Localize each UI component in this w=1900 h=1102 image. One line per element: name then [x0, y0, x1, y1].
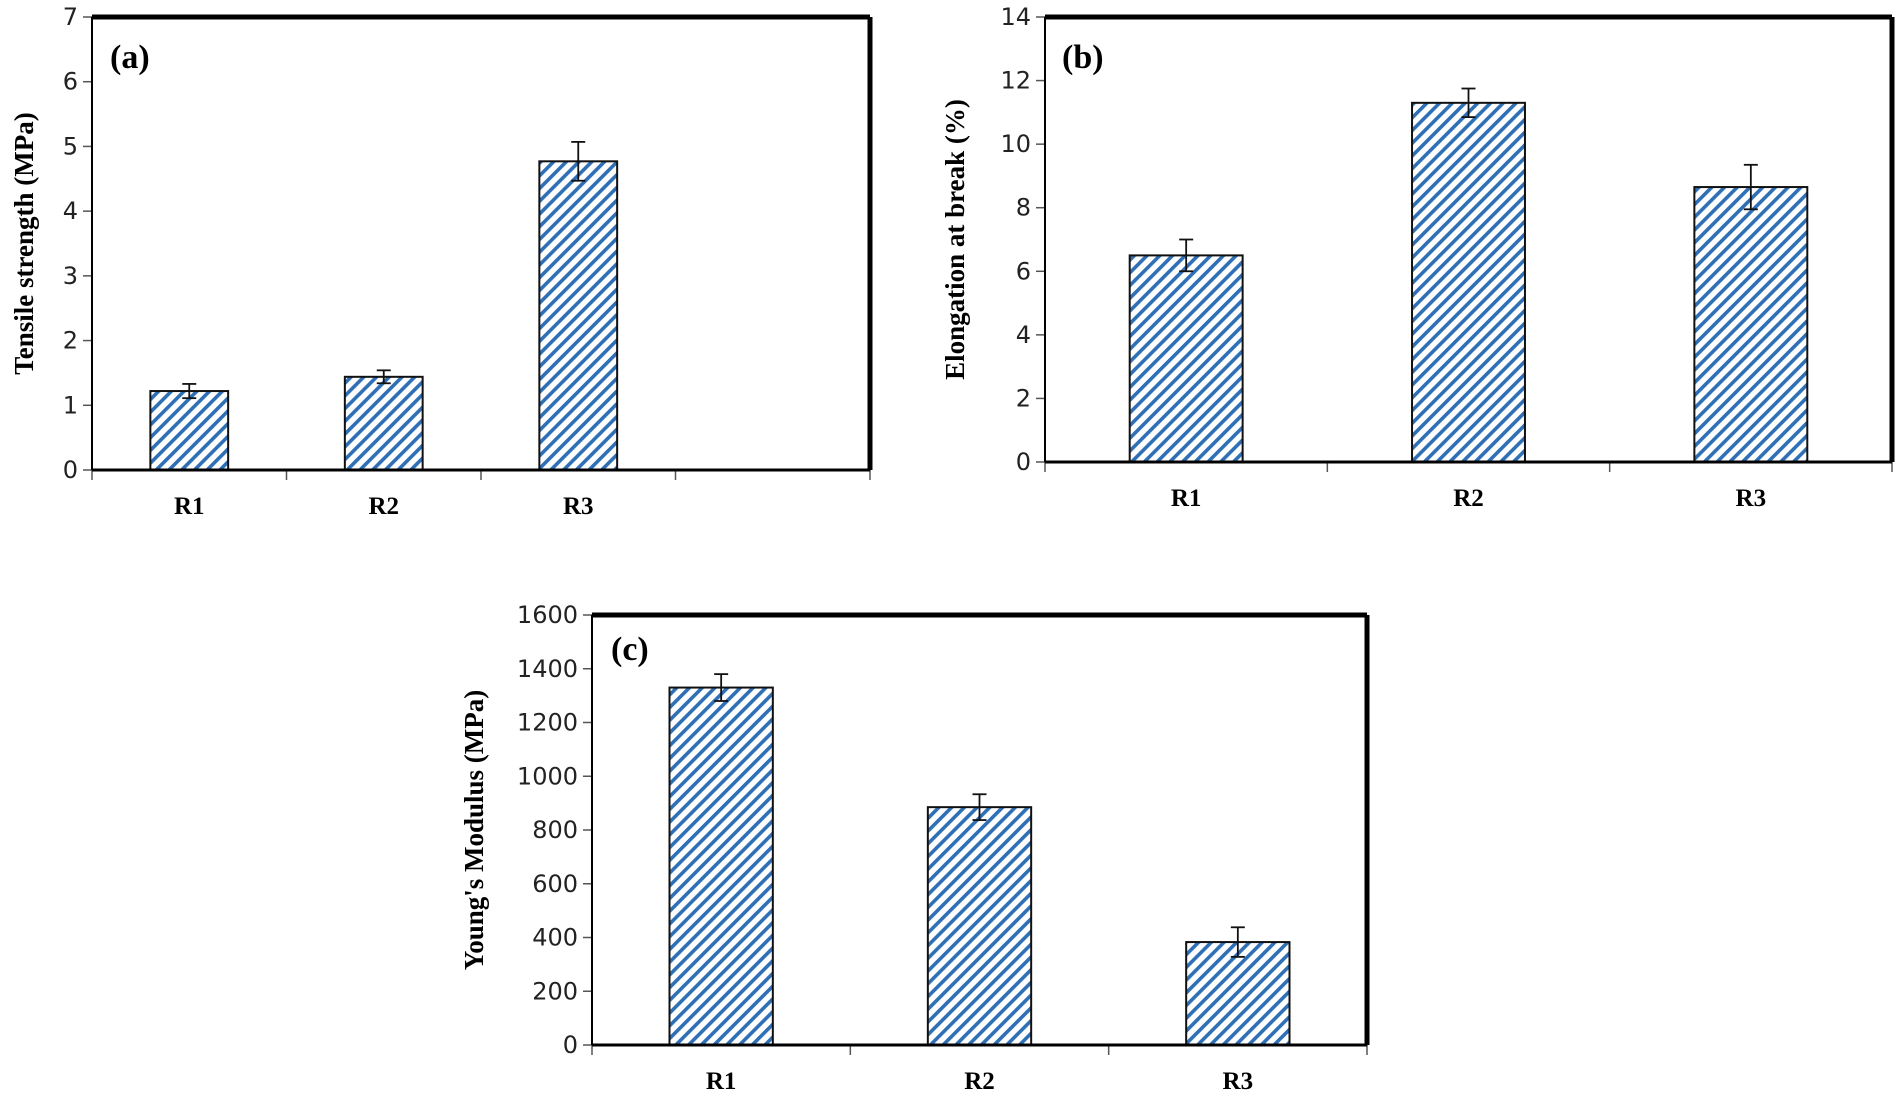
- y-tick-label: 6: [1016, 257, 1031, 285]
- y-tick-label: 10: [1000, 130, 1031, 158]
- x-category-label: R2: [1453, 485, 1484, 512]
- chart-marks: 0 2 4 6 8 10 12 14 R1 R2 R3: [1000, 3, 1895, 512]
- y-tick-label: 0: [63, 456, 78, 484]
- y-tick-label: 600: [532, 870, 578, 898]
- y-tick-label: 4: [1016, 321, 1031, 349]
- bar-r3: [1693, 186, 1809, 464]
- y-tick-label: 4: [63, 197, 78, 225]
- chart-panel-c: (c) Young's Modulus (MPa) 0 200 400 600 800 1…: [459, 601, 1370, 1095]
- y-tick-label: 0: [1016, 448, 1031, 476]
- chart-marks: 0 1 2 3 4 5 6 7 R1 R2 R3: [63, 3, 873, 520]
- bar-r1: [1128, 254, 1244, 463]
- y-tick-label: 400: [532, 924, 578, 952]
- bar-r2: [926, 806, 1033, 1046]
- chart-marks: 0 200 400 600 800 1000 1200 1400 1600 R1 R2 R3: [517, 601, 1370, 1095]
- bar-r3: [1185, 941, 1291, 1046]
- bar-r1: [668, 686, 774, 1046]
- chart-panel-a: (a) Tensile strength (MPa) 0 1 2 3 4 5 6 7 R1 R2 R…: [9, 3, 873, 520]
- y-tick-label: 1000: [517, 762, 578, 790]
- y-tick-label: 800: [532, 816, 578, 844]
- y-tick-label: 1400: [517, 655, 578, 683]
- bar-r1: [149, 390, 230, 472]
- y-axis-title: Tensile strength (MPa): [9, 112, 39, 375]
- x-category-label: R3: [563, 493, 594, 520]
- y-tick-label: 8: [1016, 194, 1031, 222]
- y-tick-label: 1: [63, 391, 78, 419]
- bar-r2: [1411, 101, 1526, 463]
- bar-r2: [343, 375, 424, 471]
- y-tick-label: 12: [1000, 67, 1031, 95]
- x-category-label: R3: [1223, 1068, 1254, 1095]
- y-tick-label: 1600: [517, 601, 578, 629]
- y-tick-label: 2: [1016, 384, 1031, 412]
- chart-panel-b: (b) Elongation at break (%) 0 2 4 6 8 10 12 14 R…: [940, 3, 1895, 512]
- x-category-label: R1: [706, 1068, 737, 1095]
- y-tick-label: 200: [532, 977, 578, 1005]
- y-axis-title: Elongation at break (%): [940, 99, 970, 380]
- x-category-label: R1: [174, 493, 205, 520]
- y-tick-label: 3: [63, 262, 78, 290]
- panel-label: (b): [1062, 39, 1104, 76]
- y-tick-label: 6: [63, 68, 78, 96]
- y-tick-label: 7: [63, 3, 78, 31]
- x-category-label: R2: [368, 493, 399, 520]
- bar-r3: [538, 160, 619, 471]
- y-tick-label: 14: [1000, 3, 1031, 31]
- y-axis-title: Young's Modulus (MPa): [459, 690, 489, 971]
- x-category-label: R2: [964, 1068, 995, 1095]
- y-tick-label: 5: [63, 132, 78, 160]
- y-tick-label: 2: [63, 327, 78, 355]
- y-tick-label: 0: [563, 1031, 578, 1059]
- panel-label: (c): [611, 631, 649, 668]
- x-category-label: R3: [1736, 485, 1767, 512]
- x-category-label: R1: [1171, 485, 1202, 512]
- panel-label: (a): [110, 39, 150, 76]
- y-tick-label: 1200: [517, 709, 578, 737]
